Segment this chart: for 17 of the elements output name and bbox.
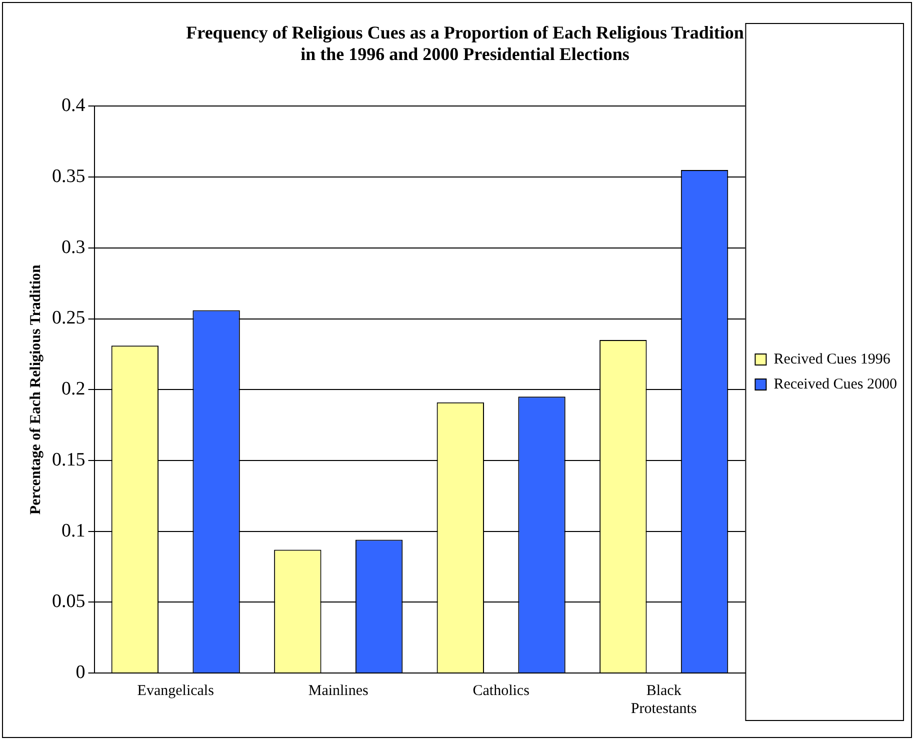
y-tick-label: 0.15 <box>52 449 86 470</box>
x-tick-label: Catholics <box>472 682 530 699</box>
y-tick-label: 0.35 <box>52 166 86 188</box>
y-tick-label: 0.2 <box>62 378 86 400</box>
y-tick-label: 0.25 <box>52 308 86 329</box>
y-tick-label: 0 <box>76 662 86 683</box>
x-tick-label: Evangelicals <box>137 682 214 699</box>
legend-label: Received Cues 2000 <box>774 376 898 392</box>
y-tick-label: 0.05 <box>52 591 86 612</box>
x-tick-label: Black Protestants <box>630 682 697 717</box>
y-tick-label: 0.3 <box>62 236 86 258</box>
y-axis-title: Percentage of Each Religious Tradition <box>28 264 44 515</box>
chart-title: Frequency of Religious Cues as a Proportion of Each Religious Tradition in the 1996 and 2000 Presidential Elections <box>186 22 744 64</box>
y-tick-label: 0.1 <box>62 520 86 542</box>
x-tick-label: Mainlines <box>308 682 369 699</box>
legend-label: Recived Cues 1996 <box>774 351 891 368</box>
y-tick-label: 0.4 <box>62 95 86 116</box>
